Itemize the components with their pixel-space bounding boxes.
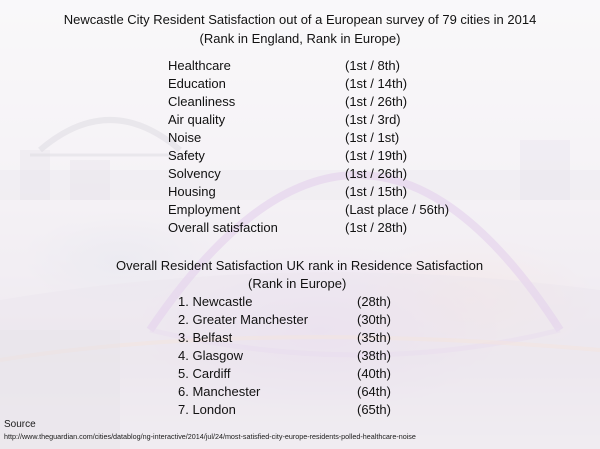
source-label: Source	[4, 419, 36, 430]
metric-rank: (1st / 26th)	[345, 166, 408, 181]
source-link[interactable]: http://www.theguardian.com/cities/databl…	[4, 432, 416, 441]
city-rank: (64th)	[357, 384, 391, 399]
page-title: Newcastle City Resident Satisfaction out…	[63, 12, 537, 27]
metric-rank: (1st / 14th)	[345, 76, 408, 91]
metric-label: Cleanliness	[168, 94, 236, 109]
metric-rank: (1st / 15th)	[345, 184, 408, 199]
metric-rank: (1st / 26th)	[345, 94, 408, 109]
city-rank: (35th)	[357, 330, 391, 345]
uk-section-subtitle: (Rank in Europe)	[248, 276, 347, 291]
metric-label: Safety	[168, 148, 205, 163]
metric-label: Education	[168, 76, 226, 91]
city-label: 5. Cardiff	[178, 366, 231, 381]
city-rank: (40th)	[357, 366, 391, 381]
metric-label: Housing	[168, 184, 216, 199]
metric-rank: (1st / 28th)	[345, 220, 408, 235]
metric-label: Noise	[168, 130, 202, 145]
city-label: 6. Manchester	[178, 384, 261, 399]
city-label: 3. Belfast	[178, 330, 233, 345]
metric-label: Solvency	[168, 166, 221, 181]
city-rank: (65th)	[357, 402, 391, 417]
city-rank: (38th)	[357, 348, 391, 363]
metric-rank: (1st / 8th)	[345, 58, 400, 73]
metric-rank: (1st / 1st)	[345, 130, 400, 145]
city-label: 1. Newcastle	[178, 294, 253, 309]
metric-rank: (1st / 19th)	[345, 148, 408, 163]
metric-label: Overall satisfaction	[168, 220, 278, 235]
metric-label: Air quality	[168, 112, 226, 127]
city-label: 7. London	[178, 402, 236, 417]
city-rank: (30th)	[357, 312, 391, 327]
metric-label: Healthcare	[168, 58, 231, 73]
uk-section-title: Overall Resident Satisfaction UK rank in…	[116, 258, 484, 273]
metric-label: Employment	[168, 202, 241, 217]
city-label: 4. Glasgow	[178, 348, 244, 363]
city-rank: (28th)	[357, 294, 391, 309]
city-label: 2. Greater Manchester	[178, 312, 309, 327]
metric-rank: (1st / 3rd)	[345, 112, 401, 127]
metric-rank: (Last place / 56th)	[345, 202, 450, 217]
page-subtitle: (Rank in England, Rank in Europe)	[199, 31, 401, 46]
